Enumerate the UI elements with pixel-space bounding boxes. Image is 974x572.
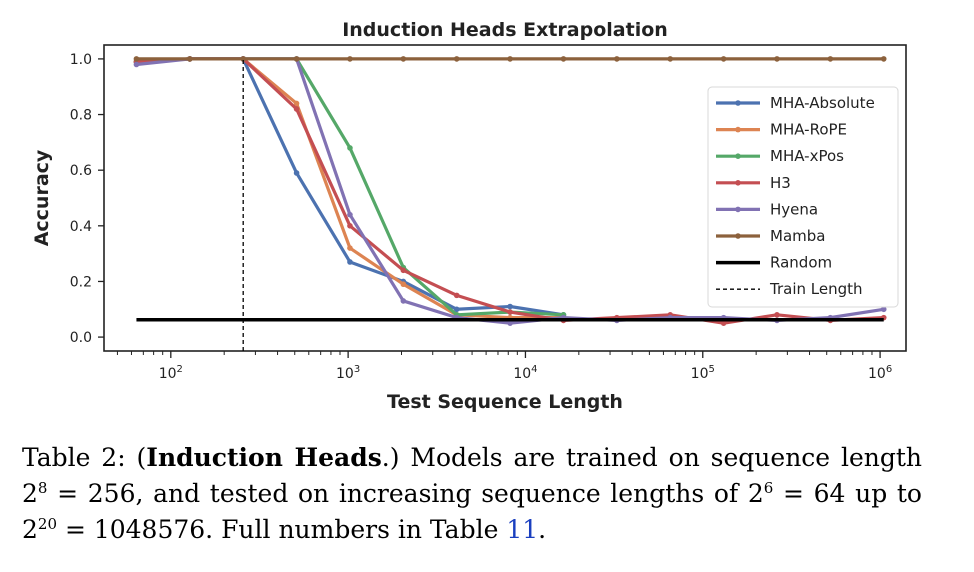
caption-text: . [538, 515, 547, 544]
y-tick-label: 0.8 [70, 108, 92, 124]
legend-item: MHA-RoPE [716, 121, 847, 139]
data-point [560, 56, 567, 62]
x-tick-label: 105 [691, 364, 715, 382]
data-point [507, 303, 513, 310]
table-reference-link[interactable]: 11 [506, 515, 539, 544]
series-mamba [133, 56, 887, 62]
legend-item: Train Length [716, 280, 863, 298]
legend-item: Mamba [716, 227, 825, 245]
data-point [880, 306, 887, 313]
x-tick-label: 103 [336, 364, 360, 382]
caption-text: = 64 up to 2 [22, 479, 922, 544]
data-point [827, 56, 834, 62]
legend-marker [735, 233, 741, 239]
y-tick-label: 0.0 [70, 330, 92, 346]
series-line [134, 57, 566, 317]
data-point [293, 100, 300, 107]
data-point [293, 106, 300, 112]
y-axis: 0.0 0.2 0.4 0.6 0.8 1.0 [70, 52, 104, 346]
series-mha-absolute [133, 56, 567, 318]
data-point [400, 281, 407, 288]
data-point [347, 145, 353, 151]
y-tick-label: 0.6 [70, 163, 92, 179]
legend-item: MHA-Absolute [716, 94, 875, 112]
data-point [453, 292, 460, 299]
caption-text: = 256, and tested on increasing sequence… [47, 479, 764, 508]
data-point [240, 56, 246, 62]
legend-label: H3 [770, 174, 791, 192]
legend-item: MHA-xPos [716, 147, 844, 165]
data-point [720, 56, 727, 62]
data-point [347, 245, 353, 251]
legend-label: Train Length [769, 280, 863, 298]
y-tick-label: 0.2 [70, 274, 92, 290]
y-tick-label: 1.0 [70, 52, 92, 68]
x-axis: 102 103 104 105 106 [116, 351, 892, 382]
data-point [400, 267, 407, 274]
data-point [187, 56, 193, 62]
x-tick-label: 102 [159, 364, 183, 382]
data-point [293, 170, 300, 176]
legend-item: H3 [716, 174, 791, 192]
legend-label: MHA-xPos [770, 147, 844, 165]
series-layer [133, 56, 887, 351]
legend-marker [735, 100, 741, 106]
legend-label: Hyena [770, 200, 818, 218]
data-point [667, 56, 674, 62]
series-line [134, 57, 566, 317]
data-point [347, 211, 353, 218]
legend-box [707, 86, 899, 308]
data-point [880, 56, 887, 62]
data-point [774, 56, 780, 62]
data-point [453, 56, 460, 62]
data-point [774, 312, 780, 318]
legend-marker [735, 206, 741, 213]
data-point [453, 306, 460, 313]
y-tick-label: 0.4 [70, 219, 92, 235]
legend-label: MHA-RoPE [770, 121, 847, 139]
legend-marker [735, 180, 741, 186]
legend-label: MHA-Absolute [770, 94, 875, 112]
x-tick-label: 104 [513, 364, 537, 382]
caption-text: .) Models are trained on sequence length… [22, 443, 922, 508]
plot-area [103, 44, 907, 352]
legend-item: Random [716, 254, 832, 272]
table-caption: Table 2: (Induction Heads.) Models are t… [22, 440, 922, 548]
caption-bold-title: Induction Heads [146, 443, 382, 472]
x-tick-label: 106 [868, 364, 892, 382]
data-point [507, 56, 513, 62]
caption-exponent: 8 [37, 479, 48, 497]
legend-marker [735, 126, 741, 133]
data-point [133, 56, 140, 62]
y-axis-label: Accuracy [31, 149, 53, 246]
data-point [614, 56, 620, 62]
legend: MHA-Absolute MHA-RoPE MHA-xPos H3 Hyena Mamba… [707, 86, 899, 308]
data-point [507, 309, 513, 315]
legend-label: Random [770, 254, 832, 272]
data-point [720, 320, 727, 326]
series-mha-rope [133, 56, 567, 321]
data-point [400, 298, 407, 304]
caption-text: = 1048576. Full numbers in Table [57, 515, 507, 544]
legend-item: Hyena [716, 200, 818, 218]
data-point [293, 56, 300, 62]
legend-label: Mamba [770, 227, 825, 245]
data-point [347, 223, 353, 229]
caption-exponent: 20 [37, 515, 57, 533]
data-point [347, 259, 353, 265]
series-line [134, 57, 566, 320]
line-chart: Induction Heads Extrapolation 0.00.20.40… [31, 19, 907, 413]
series-mha-xpos [133, 56, 567, 318]
data-point [400, 56, 407, 62]
legend-marker [735, 153, 741, 159]
caption-label: Table 2: ( [22, 443, 147, 472]
data-point [133, 61, 140, 68]
data-point [347, 56, 353, 62]
chart-title: Induction Heads Extrapolation [342, 19, 668, 41]
data-point [507, 320, 513, 326]
x-axis-label: Test Sequence Length [387, 391, 623, 413]
caption-exponent: 6 [763, 479, 774, 497]
